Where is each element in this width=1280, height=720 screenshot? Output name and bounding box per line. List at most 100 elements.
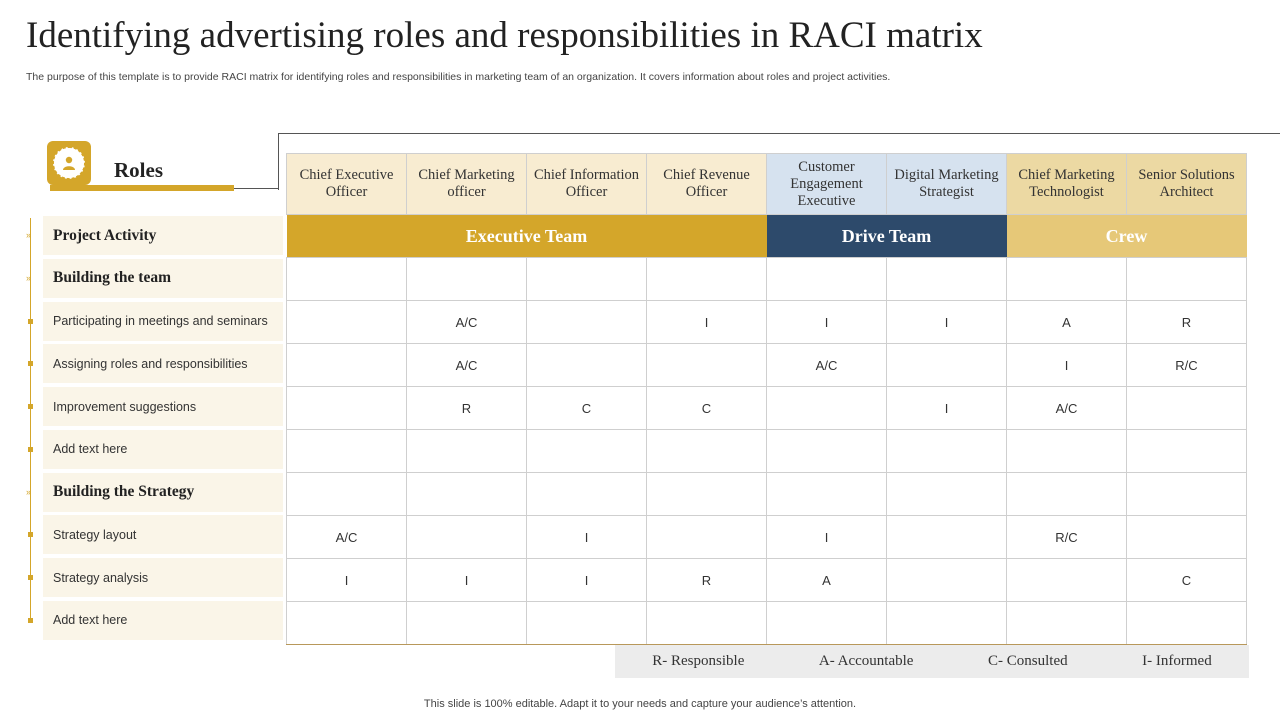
section-heading: Project Activity xyxy=(43,216,283,255)
raci-cell xyxy=(886,601,1007,645)
raci-cell xyxy=(286,386,407,430)
raci-cell: R xyxy=(406,386,527,430)
legend-item: R- Responsible xyxy=(652,653,745,669)
activity-label: Strategy analysis xyxy=(43,558,283,597)
raci-cell: A/C xyxy=(1006,386,1127,430)
raci-cell xyxy=(1006,257,1127,301)
raci-cell: I xyxy=(286,558,407,602)
column-header: Chief Marketing officer xyxy=(406,153,527,215)
raci-cell: A/C xyxy=(766,343,887,387)
raci-cell: R/C xyxy=(1006,515,1127,559)
legend-item: I- Informed xyxy=(1142,653,1212,669)
raci-cell xyxy=(886,343,1007,387)
activity-label: Add text here xyxy=(43,600,283,640)
bullet-marker xyxy=(28,617,33,623)
raci-cell xyxy=(1006,601,1127,645)
raci-cell xyxy=(286,472,407,516)
bullet-marker xyxy=(28,404,33,409)
raci-cell xyxy=(646,257,767,301)
column-header: Chief Information Officer xyxy=(526,153,647,215)
raci-cell: C xyxy=(646,386,767,430)
timeline-line xyxy=(30,218,31,622)
table-row xyxy=(286,472,1247,516)
raci-cell xyxy=(766,429,887,473)
raci-cell: A xyxy=(766,558,887,602)
raci-cell xyxy=(886,429,1007,473)
person-icon xyxy=(47,141,91,185)
raci-cell xyxy=(286,300,407,344)
raci-cell: R xyxy=(646,558,767,602)
page-title: Identifying advertising roles and respon… xyxy=(26,15,983,56)
role-header-row: Chief Executive Officer Chief Marketing … xyxy=(286,153,1247,215)
roles-underline xyxy=(50,185,234,191)
raci-cell xyxy=(766,386,887,430)
legend-item: A- Accountable xyxy=(818,653,914,669)
roles-heading: Roles xyxy=(114,158,163,182)
raci-cell xyxy=(1126,601,1247,645)
column-header: Chief Marketing Technologist xyxy=(1006,153,1127,215)
bullet-marker xyxy=(28,575,33,580)
group-drive-team: Drive Team xyxy=(766,214,1007,258)
double-chevron-icon: » xyxy=(26,230,31,240)
raci-cell: A/C xyxy=(406,300,527,344)
column-header: Digital Marketing Strategist xyxy=(886,153,1007,215)
activity-label: Participating in meetings and seminars xyxy=(43,301,283,341)
raci-cell xyxy=(1126,386,1247,430)
raci-cell xyxy=(1006,472,1127,516)
raci-cell xyxy=(1126,472,1247,516)
column-header: Senior Solutions Architect xyxy=(1126,153,1247,215)
raci-cell xyxy=(406,601,527,645)
raci-cell: C xyxy=(526,386,647,430)
table-row xyxy=(286,429,1247,473)
activity-label: Improvement suggestions xyxy=(43,387,283,426)
group-crew: Crew xyxy=(1006,214,1247,258)
raci-cell xyxy=(766,601,887,645)
bullet-marker xyxy=(28,361,33,367)
divider-line xyxy=(278,133,279,190)
raci-cell xyxy=(526,601,647,645)
activity-label: Strategy layout xyxy=(43,515,283,555)
raci-cell xyxy=(1126,257,1247,301)
raci-cell: C xyxy=(1126,558,1247,602)
raci-cell xyxy=(526,472,647,516)
table-row xyxy=(286,601,1247,645)
raci-cell: A/C xyxy=(286,515,407,559)
activity-label: Assigning roles and responsibilities xyxy=(43,344,283,384)
raci-cell: I xyxy=(406,558,527,602)
bullet-marker xyxy=(28,532,33,538)
raci-cell xyxy=(286,343,407,387)
raci-cell: A xyxy=(1006,300,1127,344)
raci-cell xyxy=(646,601,767,645)
raci-cell xyxy=(646,472,767,516)
raci-cell xyxy=(406,429,527,473)
bullet-marker xyxy=(28,446,33,452)
double-chevron-icon: » xyxy=(26,486,31,497)
column-header: Chief Revenue Officer xyxy=(646,153,767,215)
raci-cell: I xyxy=(886,386,1007,430)
raci-cell xyxy=(886,257,1007,301)
table-row: A/C I I I A R xyxy=(286,300,1247,344)
raci-cell xyxy=(1126,515,1247,559)
group-executive-team: Executive Team xyxy=(286,214,767,258)
raci-cell: I xyxy=(886,300,1007,344)
raci-cell xyxy=(1006,558,1127,602)
team-group-row: Executive Team Drive Team Crew xyxy=(286,214,1247,258)
divider-line xyxy=(234,188,279,189)
raci-cell xyxy=(286,601,407,645)
legend: R- Responsible A- Accountable C- Consult… xyxy=(615,645,1249,678)
raci-cell xyxy=(1006,429,1127,473)
raci-cell: I xyxy=(526,558,647,602)
footer-note: This slide is 100% editable. Adapt it to… xyxy=(423,698,857,710)
section-heading: Building the Strategy xyxy=(43,472,283,512)
table-row xyxy=(286,257,1247,301)
raci-cell: I xyxy=(766,300,887,344)
raci-cell xyxy=(526,257,647,301)
raci-cell xyxy=(886,515,1007,559)
column-header: Chief Executive Officer xyxy=(286,153,407,215)
raci-cell xyxy=(646,429,767,473)
raci-cell xyxy=(526,343,647,387)
double-chevron-icon: » xyxy=(26,272,31,283)
raci-cell xyxy=(766,257,887,301)
table-row: A/C I I R/C xyxy=(286,515,1247,559)
